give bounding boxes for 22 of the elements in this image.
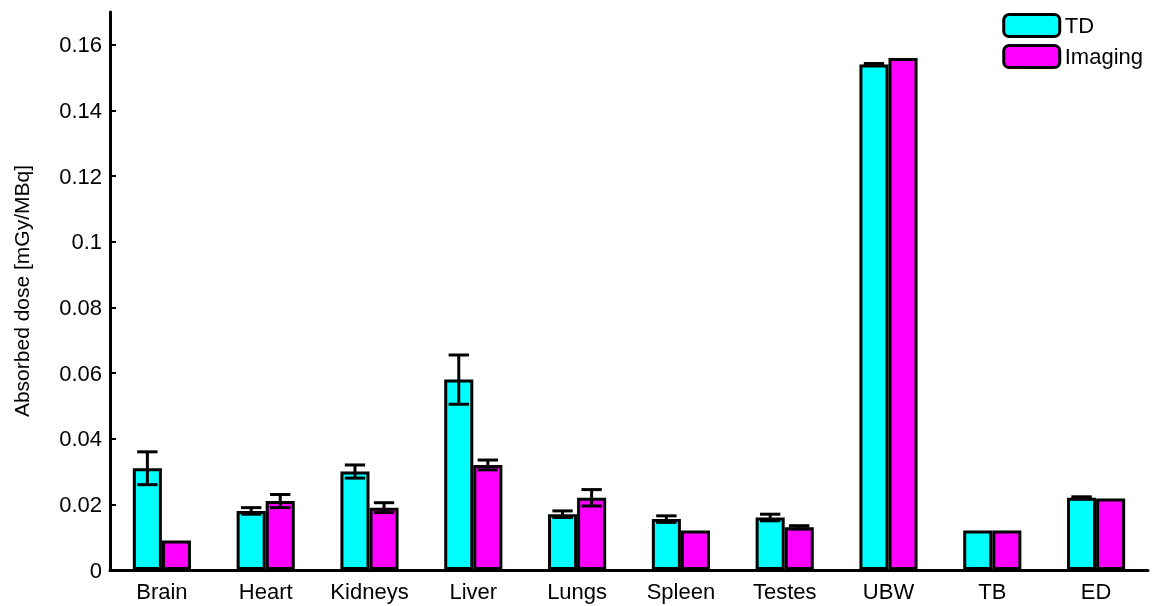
x-tick-label: Lungs [547, 578, 608, 604]
x-tick-label: Heart [238, 578, 293, 604]
y-tick-label: 0.08 [59, 294, 102, 320]
x-tick-label: ED [1080, 578, 1112, 604]
y-tick-label: 0.14 [59, 97, 102, 123]
y-tick-label: 0.02 [59, 491, 102, 517]
y-tick-label: 0.04 [59, 426, 102, 452]
y-tick-label: 0.12 [59, 163, 102, 189]
x-tick-label: Spleen [646, 578, 716, 604]
legend-label: TD [1064, 13, 1095, 38]
legend-label: Imaging [1064, 44, 1144, 69]
x-tick-label: Brain [136, 578, 188, 604]
y-tick-label: 0.16 [59, 32, 102, 58]
x-tick-label: Kidneys [330, 578, 409, 604]
y-tick-label: 0 [89, 557, 102, 583]
x-tick-label: UBW [862, 578, 915, 604]
x-tick-label: Liver [449, 578, 498, 604]
x-tick-label: Testes [752, 578, 817, 604]
y-axis-title: Absorbed dose [mGy/MBq] [10, 164, 33, 418]
x-tick-label: TB [978, 578, 1007, 604]
y-tick-label: 0.1 [71, 229, 102, 255]
y-tick-label: 0.06 [59, 360, 102, 386]
